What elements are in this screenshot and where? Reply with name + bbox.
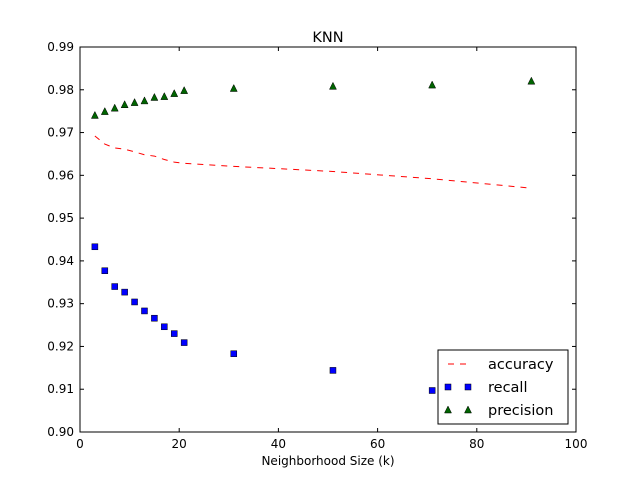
legend-key-precision <box>464 405 472 414</box>
recall-point <box>91 243 99 251</box>
recall-point <box>428 387 436 394</box>
precision-point <box>140 96 149 105</box>
accuracy-series-line <box>94 135 532 189</box>
precision-point <box>90 110 99 119</box>
chart-title: KNN <box>312 30 343 46</box>
y-tick-label: 0.97 <box>47 126 74 140</box>
recall-point <box>111 283 118 290</box>
y-tick-label: 0.98 <box>47 83 74 97</box>
legend-box <box>437 349 569 425</box>
precision-point <box>527 76 536 85</box>
x-tick-label: 20 <box>172 437 187 451</box>
precision-point <box>329 81 337 90</box>
precision-point <box>428 80 437 89</box>
recall-point <box>170 330 178 337</box>
precision-point <box>160 92 169 100</box>
plot-frame <box>79 46 577 433</box>
precision-point <box>120 100 129 108</box>
recall-point <box>230 350 238 357</box>
x-tick-label: 0 <box>76 437 84 451</box>
recall-point <box>101 267 109 274</box>
recall-point <box>121 288 128 296</box>
y-tick-label: 0.90 <box>47 425 74 439</box>
x-tick-label: 80 <box>469 437 484 451</box>
y-tick-label: 0.93 <box>47 297 74 311</box>
recall-point <box>329 367 337 374</box>
precision-point <box>150 92 159 101</box>
y-tick-label: 0.99 <box>47 40 74 54</box>
axes: 0 20 40 60 80 100 0.90 0.91 0.92 0.93 0.94 0.95 0.96… <box>47 40 587 451</box>
precision-point <box>110 103 119 112</box>
legend-label-precision: precision <box>488 403 553 419</box>
y-tick-label: 0.95 <box>47 211 74 225</box>
legend-key-recall <box>464 383 472 391</box>
x-axis-title: Neighborhood Size (k) <box>261 454 394 468</box>
recall-point <box>180 339 188 346</box>
x-tick-label: 60 <box>370 437 385 451</box>
y-tick-label: 0.91 <box>47 382 74 396</box>
legend-label-accuracy: accuracy <box>488 357 554 373</box>
recall-point <box>131 298 138 306</box>
y-tick-label: 0.92 <box>47 339 74 353</box>
precision-point <box>229 83 238 92</box>
y-tick-label: 0.96 <box>47 168 74 182</box>
y-tick-label: 0.94 <box>47 254 74 268</box>
precision-point <box>180 86 189 94</box>
precision-point <box>170 89 179 97</box>
recall-point <box>151 314 158 322</box>
legend-key-recall <box>444 383 452 391</box>
x-tick-label: 40 <box>271 437 286 451</box>
legend-key-precision <box>444 405 452 414</box>
recall-point <box>161 323 168 331</box>
legend-label-recall: recall <box>488 380 527 396</box>
precision-point <box>100 107 109 115</box>
x-tick-label: 100 <box>565 437 588 451</box>
precision-point <box>130 98 139 106</box>
recall-point <box>141 307 148 315</box>
legend: accuracy recall precision <box>437 349 569 425</box>
